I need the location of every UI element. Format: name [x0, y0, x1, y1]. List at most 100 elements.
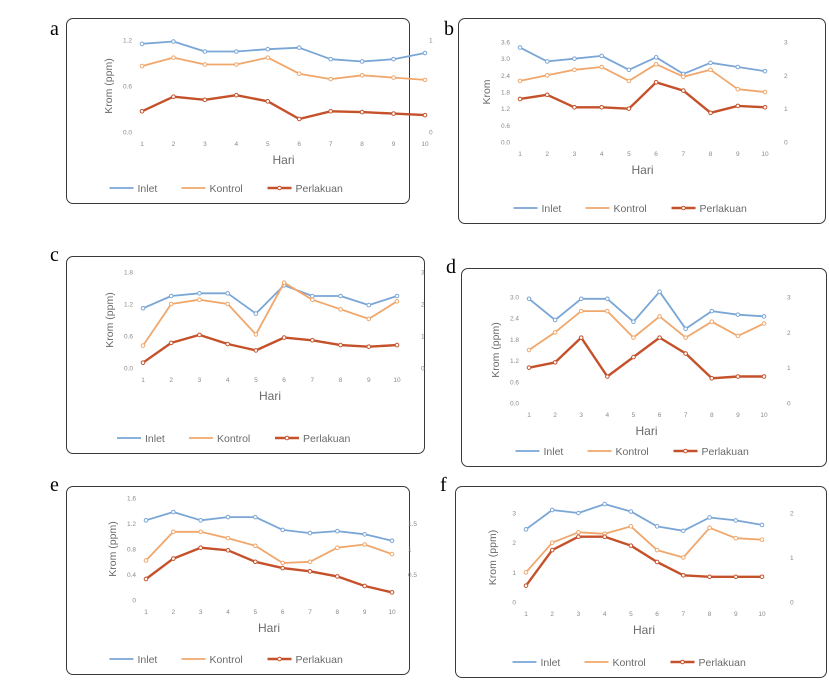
chart-b: 0.0 0.6 1.2 1.8 2.4 3.0 3.6 0 1 2 3 1 2 3 4 5 6 7 8 9 10 Hari…	[481, 40, 788, 216]
legend-label-inlet: Inlet	[541, 657, 561, 669]
y2-tick-label: 1	[790, 555, 794, 562]
y-tick-label: 3.6	[501, 40, 510, 47]
data-point-inlet	[391, 56, 396, 62]
y-tick-label: 1.8	[510, 337, 519, 344]
data-point-kontrol	[307, 559, 313, 565]
data-point-perlakuan	[310, 337, 315, 343]
data-point-perlakuan	[197, 332, 202, 338]
x-tick-label: 3	[573, 151, 577, 158]
series-line-kontrol	[142, 281, 398, 347]
data-point-inlet	[549, 507, 555, 513]
data-point-perlakuan	[681, 88, 686, 93]
data-point-inlet	[225, 291, 230, 296]
x-tick-label: 4	[603, 611, 607, 618]
data-point-inlet	[523, 527, 529, 532]
data-point-perlakuan	[328, 109, 333, 114]
data-point-perlakuan	[198, 545, 203, 551]
series-line-perlakuan	[519, 81, 766, 115]
y2-tick-label: 1	[408, 547, 412, 554]
y-tick-label: 1.2	[124, 302, 133, 309]
data-point-inlet	[328, 56, 333, 62]
legend: Inlet Kontrol Perlakuan	[513, 203, 747, 215]
series-line-inlet	[528, 290, 765, 330]
x-tick-label: 5	[627, 151, 631, 158]
data-point-inlet	[707, 515, 712, 520]
data-point-kontrol	[526, 347, 532, 353]
legend-label-perlakuan: Perlakuan	[296, 183, 343, 195]
data-point-perlakuan	[253, 559, 258, 565]
legend-label-inlet: Inlet	[544, 446, 564, 458]
legend-label-kontrol: Kontrol	[210, 654, 243, 666]
y-tick-label: 3.0	[510, 295, 519, 302]
x-tick-label: 1	[518, 151, 522, 158]
panel-letter-a: a	[50, 18, 59, 40]
legend-label-perlakuan: Perlakuan	[700, 203, 747, 215]
data-point-perlakuan	[657, 335, 662, 340]
data-point-perlakuan	[735, 374, 741, 379]
x-tick-label: 8	[709, 151, 713, 158]
series-line-perlakuan	[145, 546, 393, 594]
panel-letter-d: d	[446, 256, 456, 278]
data-point-inlet	[234, 49, 239, 54]
panel-letter-f: f	[440, 474, 447, 496]
data-point-kontrol	[657, 314, 662, 319]
data-point-perlakuan	[759, 574, 765, 580]
x-tick-label: 2	[169, 377, 173, 384]
y-tick-label: 1.2	[123, 38, 132, 45]
x-tick-label: 10	[388, 609, 396, 616]
data-point-kontrol	[310, 297, 315, 303]
y2-tick-label: 1	[429, 38, 433, 45]
chart-frame-c	[66, 256, 425, 454]
y2-tick-label: 0	[790, 600, 794, 607]
x-tick-label: 3	[203, 141, 207, 148]
data-point-perlakuan	[143, 576, 149, 582]
y2-tick-label: 1	[784, 106, 788, 113]
chart-d: 0.0 0.6 1.2 1.8 2.4 3.0 0 1 2 3 1 2 3 4 5 6 7 8 9 10 Hari Kro…	[490, 289, 791, 458]
data-point-kontrol	[328, 76, 333, 82]
data-point-kontrol	[549, 540, 555, 545]
x-tick-label: 7	[684, 412, 688, 419]
x-tick-label: 8	[710, 412, 714, 419]
y-tick-label: 3	[512, 511, 516, 518]
data-point-kontrol	[552, 330, 558, 335]
data-point-kontrol	[280, 560, 285, 566]
data-point-inlet	[171, 39, 176, 44]
x-tick-label: 9	[734, 611, 738, 618]
x-tick-label: 6	[282, 377, 286, 384]
x-tick-label: 6	[281, 609, 285, 616]
y-tick-label: 0.6	[501, 123, 510, 130]
data-point-kontrol	[708, 67, 713, 73]
legend-label-perlakuan: Perlakuan	[699, 657, 746, 669]
data-point-kontrol	[335, 545, 340, 551]
legend-marker-perlakuan	[277, 656, 282, 662]
data-point-inlet	[578, 296, 584, 302]
chart-f: 0 1 2 3 0 1 2 1 2 3 4 5 6 7 8 9 10 Hari Krom (ppm) Inlet Kon…	[487, 501, 794, 669]
data-point-kontrol	[197, 297, 202, 303]
series-line-kontrol	[525, 525, 763, 573]
data-point-perlakuan	[683, 351, 688, 356]
data-point-kontrol	[523, 570, 529, 575]
legend: Inlet Kontrol Perlakuan	[515, 446, 749, 458]
data-point-kontrol	[389, 551, 395, 557]
data-point-inlet	[657, 289, 662, 295]
data-point-kontrol	[171, 55, 176, 60]
data-point-perlakuan	[234, 92, 239, 98]
y-tick-label: 0.0	[510, 401, 519, 408]
y-tick-label: 0.4	[127, 572, 136, 579]
data-point-kontrol	[683, 335, 688, 340]
data-point-kontrol	[140, 343, 146, 348]
data-point-perlakuan	[526, 365, 532, 370]
data-point-inlet	[335, 528, 340, 534]
data-point-perlakuan	[394, 342, 400, 348]
data-point-perlakuan	[168, 340, 174, 346]
data-point-kontrol	[709, 319, 715, 325]
data-point-perlakuan	[335, 574, 340, 579]
x-tick-label: 4	[226, 609, 230, 616]
legend-label-inlet: Inlet	[542, 203, 562, 215]
legend-label-perlakuan: Perlakuan	[702, 446, 749, 458]
data-point-perlakuan	[366, 344, 372, 349]
data-point-kontrol	[761, 321, 767, 326]
series-line-inlet	[519, 46, 766, 75]
legend-marker-perlakuan	[284, 435, 290, 441]
